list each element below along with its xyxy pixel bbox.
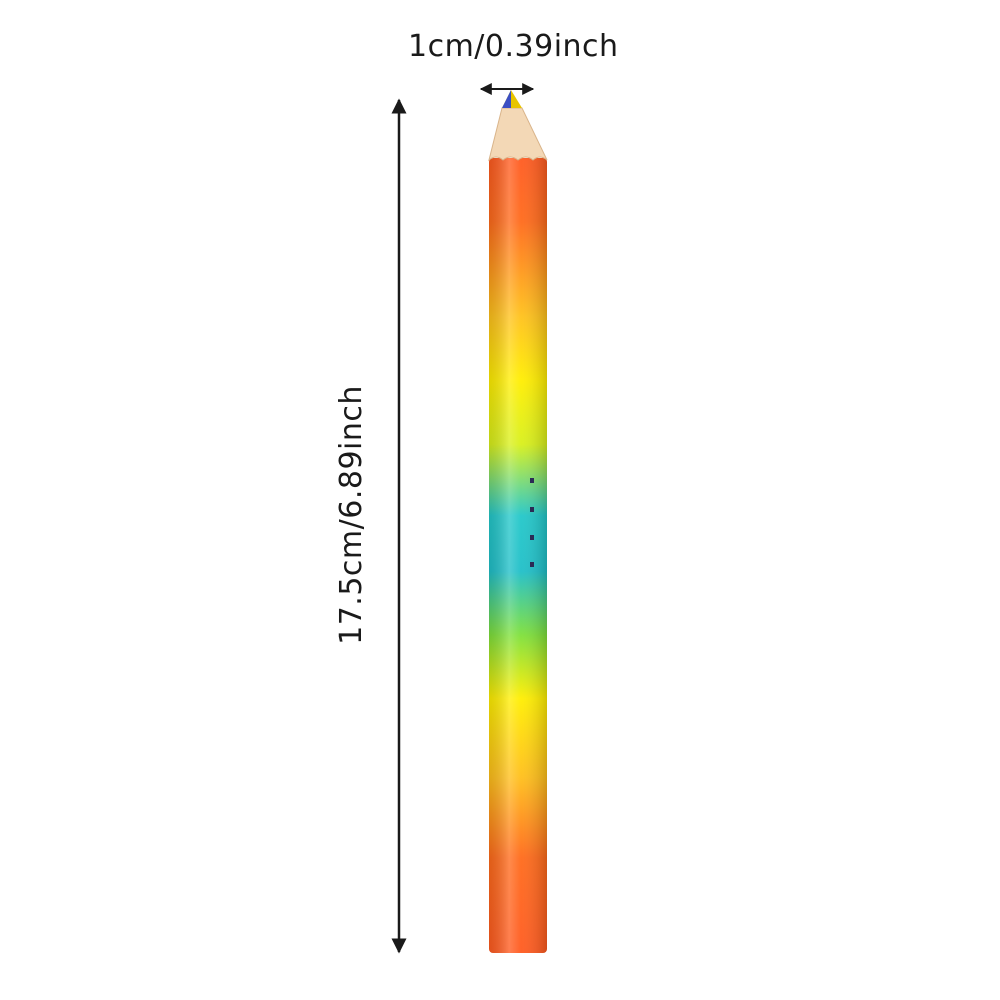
pencil-print-mark xyxy=(530,535,534,540)
width-dimension-label: 1cm/0.39inch xyxy=(408,29,619,64)
pencil-print-mark xyxy=(530,507,534,512)
pencil-print-mark xyxy=(530,478,534,483)
pencil-body-shading xyxy=(489,158,547,953)
pencil-lead-blue xyxy=(502,90,511,108)
pencil xyxy=(488,90,548,953)
pencil-print-mark xyxy=(530,562,534,567)
pencil-wood-tip xyxy=(488,107,548,162)
height-dimension-label: 17.5cm/6.89inch xyxy=(334,385,369,645)
